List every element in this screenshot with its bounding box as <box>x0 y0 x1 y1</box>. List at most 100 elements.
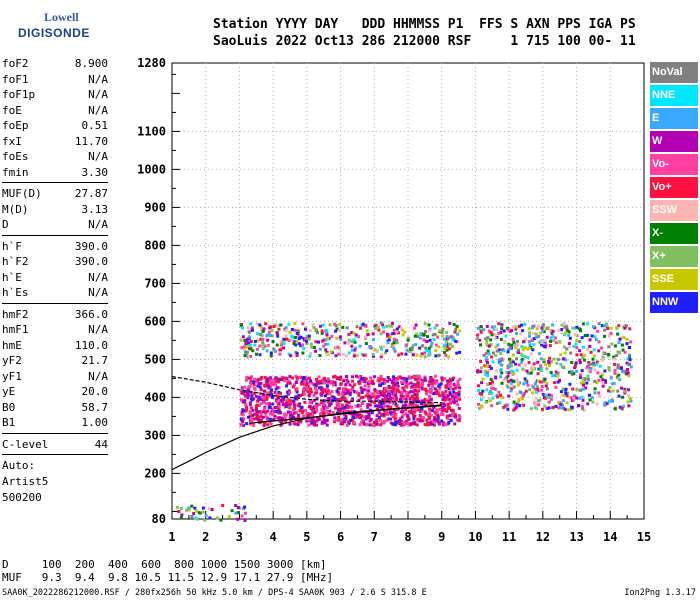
echo-point <box>623 389 627 393</box>
echo-point <box>282 342 286 346</box>
echo-point <box>507 342 511 346</box>
echo-point <box>295 410 299 414</box>
echo-point <box>307 334 311 338</box>
echo-point <box>240 398 244 402</box>
echo-point <box>244 378 248 382</box>
echo-point <box>357 392 361 396</box>
echo-point <box>507 394 511 398</box>
echo-point <box>279 345 283 349</box>
x-tick-label: 1 <box>168 530 175 544</box>
echo-point <box>314 382 318 386</box>
echo-point <box>248 343 252 347</box>
echo-point <box>344 404 348 408</box>
echo-point <box>567 370 571 374</box>
echo-point <box>379 375 383 379</box>
echo-point <box>485 371 489 375</box>
param-value: 390.0 <box>74 239 108 253</box>
echo-point <box>292 342 296 346</box>
echo-point <box>268 379 272 383</box>
echo-point <box>536 324 540 328</box>
echo-point <box>295 354 299 358</box>
echo-point <box>512 340 516 344</box>
echo-point <box>524 337 528 341</box>
echo-point <box>384 389 388 393</box>
echo-point <box>494 353 498 357</box>
echo-point <box>255 407 259 411</box>
echo-point <box>564 387 568 391</box>
echo-point <box>398 375 402 379</box>
echo-point <box>438 329 442 333</box>
echo-point <box>584 386 588 390</box>
echo-point <box>629 365 633 369</box>
echo-point <box>563 333 567 337</box>
echo-point <box>339 375 343 379</box>
echo-point <box>332 395 336 399</box>
echo-point <box>418 413 422 417</box>
echo-point <box>360 377 364 381</box>
echo-point <box>444 393 448 397</box>
legend-item-nne: NNE <box>650 85 698 106</box>
echo-point <box>544 326 548 330</box>
param-value: 44 <box>94 437 108 451</box>
echo-point <box>402 422 406 426</box>
echo-point <box>358 344 362 348</box>
echo-point <box>280 343 284 347</box>
echo-point <box>420 409 424 413</box>
param-row: h`F2 390.0 <box>2 254 108 270</box>
echo-point <box>585 381 589 385</box>
echo-point <box>436 335 440 339</box>
echo-point <box>414 383 418 387</box>
echo-point <box>337 418 341 422</box>
echo-point <box>271 413 275 417</box>
echo-point <box>249 322 253 326</box>
echo-point <box>601 358 605 362</box>
echo-point <box>597 378 601 382</box>
echo-point <box>354 333 358 337</box>
echo-point <box>325 418 329 422</box>
param-row: D N/A <box>2 217 108 233</box>
echo-point <box>544 384 548 388</box>
parameters-panel: foF2 8.900 foF1 N/A foF1p N/A foE N/A foEp 0.51 fx… <box>2 56 108 506</box>
echo-point <box>379 345 383 349</box>
echo-point <box>421 344 425 348</box>
echo-point <box>386 341 390 345</box>
echo-point <box>491 386 495 390</box>
echo-point <box>447 382 451 386</box>
echo-point <box>457 414 461 418</box>
echo-point <box>422 333 426 337</box>
echo-point <box>401 397 405 401</box>
echo-point <box>427 422 431 426</box>
echo-point <box>276 386 280 390</box>
echo-point <box>505 403 509 407</box>
echo-point <box>420 387 424 391</box>
echo-point <box>452 322 456 326</box>
echo-point <box>258 332 262 336</box>
echo-point <box>337 352 341 356</box>
echo-point <box>368 345 372 349</box>
echo-point <box>297 342 301 346</box>
echo-point <box>344 397 348 401</box>
echo-point <box>575 387 579 391</box>
echo-point <box>344 388 348 392</box>
echo-point <box>269 354 273 358</box>
echo-point <box>326 336 330 340</box>
echo-point <box>339 408 343 412</box>
echo-point <box>549 339 553 343</box>
echo-point <box>354 412 358 416</box>
echo-point <box>335 375 339 379</box>
echo-point <box>624 372 628 376</box>
echo-point <box>247 343 251 347</box>
echo-point <box>342 417 346 421</box>
echo-point <box>456 332 460 336</box>
echo-point <box>262 327 266 331</box>
echo-point <box>258 410 262 414</box>
echo-point <box>561 387 565 391</box>
echo-point <box>352 352 356 356</box>
file-info: SAA0K_2022286212000.RSF / 280fx256h 50 k… <box>2 588 427 598</box>
echo-point <box>300 380 304 384</box>
echo-point <box>326 381 330 385</box>
echo-point <box>296 423 300 427</box>
echo-point <box>306 390 310 394</box>
echo-point <box>314 388 318 392</box>
